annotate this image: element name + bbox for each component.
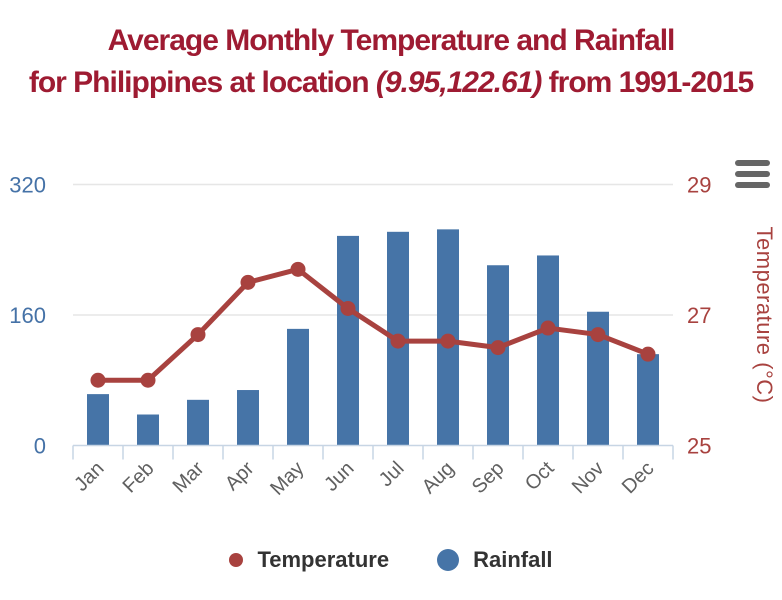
rainfall-legend-marker-icon bbox=[437, 549, 460, 571]
hamburger-menu-icon-bar bbox=[735, 171, 770, 177]
temperature-point-Sep[interactable] bbox=[490, 340, 506, 356]
y-left-tick-label: 0 bbox=[34, 434, 46, 459]
y-left-tick-label: 320 bbox=[9, 173, 46, 198]
hamburger-menu-icon-bar bbox=[735, 182, 770, 188]
rainfall-bar-Sep[interactable] bbox=[487, 265, 509, 446]
chart-menu-button[interactable] bbox=[735, 160, 770, 188]
temperature-point-Oct[interactable] bbox=[540, 320, 556, 336]
legend-item-rainfall[interactable]: Rainfall bbox=[437, 547, 553, 573]
x-tick-label-Jan: Jan bbox=[70, 457, 108, 495]
rainfall-bar-Jan[interactable] bbox=[87, 394, 109, 446]
legend-label-temperature: Temperature bbox=[257, 547, 390, 572]
rainfall-bar-Nov[interactable] bbox=[587, 311, 609, 446]
legend-label-rainfall: Rainfall bbox=[473, 547, 553, 572]
rainfall-bar-Jun[interactable] bbox=[337, 235, 359, 446]
x-tick-label-Jul: Jul bbox=[375, 457, 409, 491]
temperature-point-Mar[interactable] bbox=[190, 327, 206, 343]
chart-title-line2: for Philippines at location (9.95,122.61… bbox=[0, 62, 782, 104]
chart-title-line1: Average Monthly Temperature and Rainfall bbox=[107, 24, 676, 57]
chart-title-coordinates: (9.95,122.61) bbox=[375, 66, 542, 99]
x-tick-label-Feb: Feb bbox=[119, 457, 159, 497]
x-tick-label-Aug: Aug bbox=[418, 457, 459, 498]
temperature-point-Jul[interactable] bbox=[390, 333, 406, 349]
chart-legend: Temperature Rainfall bbox=[0, 542, 782, 578]
y-right-tick-label: 25 bbox=[687, 434, 711, 459]
rainfall-bar-Mar[interactable] bbox=[187, 399, 209, 446]
x-tick-label-May: May bbox=[266, 457, 308, 499]
hamburger-menu-icon-bar bbox=[735, 160, 770, 166]
temperature-point-Dec[interactable] bbox=[640, 346, 656, 362]
legend-item-temperature[interactable]: Temperature bbox=[229, 547, 389, 573]
temperature-legend-marker-icon bbox=[229, 553, 244, 567]
rainfall-bar-May[interactable] bbox=[287, 328, 309, 446]
temperature-line bbox=[95, 266, 651, 383]
temperature-point-Jun[interactable] bbox=[340, 300, 356, 316]
temperature-point-Jan[interactable] bbox=[90, 372, 106, 388]
temperature-point-Nov[interactable] bbox=[590, 327, 606, 343]
chart-title-line2-prefix: for Philippines at location bbox=[28, 66, 376, 99]
rainfall-bar-Dec[interactable] bbox=[637, 354, 659, 446]
y-right-axis-title: Temperature (°C) bbox=[752, 227, 777, 404]
y-right-tick-label: 27 bbox=[687, 303, 711, 328]
x-tick-label-Apr: Apr bbox=[221, 457, 259, 495]
y-left-tick-label: 160 bbox=[9, 303, 46, 328]
x-tick-label-Sep: Sep bbox=[468, 457, 509, 498]
temperature-point-Feb[interactable] bbox=[140, 372, 156, 388]
chart-title-line2-suffix: from 1991-2015 bbox=[541, 66, 754, 99]
x-tick-label-Oct: Oct bbox=[521, 457, 559, 495]
y-right-tick-label: 29 bbox=[687, 173, 711, 198]
rainfall-bar-Oct[interactable] bbox=[537, 255, 559, 446]
x-tick-label-Nov: Nov bbox=[568, 457, 609, 498]
rainfall-bar-Feb[interactable] bbox=[137, 414, 159, 446]
temperature-point-Apr[interactable] bbox=[240, 274, 256, 290]
chart-title: Average Monthly Temperature and Rainfall… bbox=[0, 20, 782, 104]
x-tick-label-Mar: Mar bbox=[169, 457, 209, 497]
rainfall-bar-Apr[interactable] bbox=[237, 390, 259, 446]
x-tick-label-Dec: Dec bbox=[618, 457, 659, 498]
x-tick-label-Jun: Jun bbox=[320, 457, 358, 495]
temperature-point-May[interactable] bbox=[290, 261, 306, 277]
temperature-point-Aug[interactable] bbox=[440, 333, 456, 349]
